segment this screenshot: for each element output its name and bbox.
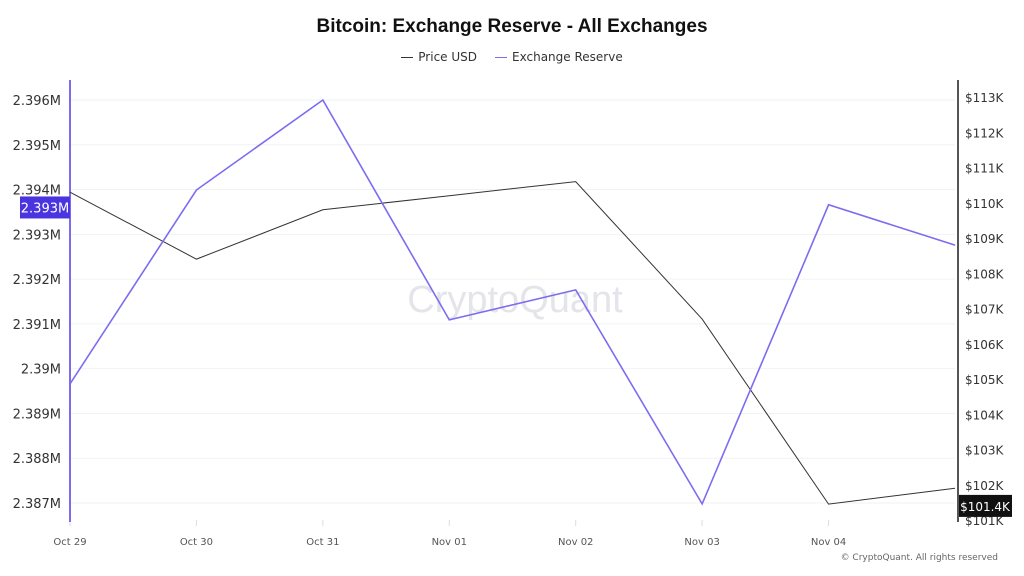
right-tick-label: $111K — [965, 162, 1005, 176]
x-tick-label: Nov 02 — [558, 537, 593, 548]
chart-title: Bitcoin: Exchange Reserve - All Exchange… — [316, 16, 708, 37]
right-tick-label: $107K — [965, 303, 1005, 317]
right-tick-label: $112K — [965, 126, 1005, 140]
left-tick-label: 2.394M — [13, 184, 61, 199]
left-tick-label: 2.392M — [13, 273, 61, 288]
left-tick-label: 2.389M — [13, 407, 61, 422]
watermark: CryptoQuant — [407, 279, 623, 321]
left-tick-label: 2.393M — [13, 228, 61, 243]
credit-text: © CryptoQuant. All rights reserved — [840, 553, 998, 563]
left-current-value-marker — [20, 196, 70, 219]
left-tick-label: 2.396M — [13, 94, 61, 109]
legend-swatch-reserve — [495, 56, 508, 58]
x-tick-label: Oct 29 — [53, 537, 86, 548]
x-tick-label: Nov 04 — [811, 537, 846, 548]
series-line-exchange-reserve — [69, 98, 956, 506]
legend-label-reserve: Exchange Reserve — [512, 50, 623, 64]
right-tick-label: $109K — [965, 232, 1005, 246]
right-tick-label: $103K — [965, 444, 1005, 458]
legend-label-price: Price USD — [418, 50, 478, 64]
left-tick-label: 2.388M — [13, 452, 61, 467]
left-tick-label: 2.395M — [13, 139, 61, 154]
legend-item-reserve[interactable]: Exchange Reserve — [495, 50, 623, 64]
x-tick-label: Oct 31 — [306, 537, 339, 548]
left-tick-label: 2.387M — [13, 497, 61, 512]
right-tick-label: $101K — [965, 514, 1005, 528]
right-tick-label: $106K — [965, 338, 1005, 352]
legend-item-price[interactable]: Price USD — [401, 50, 477, 64]
series-line-price-usd — [69, 181, 956, 505]
left-tick-label: 2.391M — [13, 318, 61, 333]
right-tick-label: $113K — [965, 91, 1005, 105]
left-current-value-label: 2.393M — [21, 201, 69, 216]
right-tick-label: $108K — [965, 267, 1005, 281]
right-tick-label: $102K — [965, 479, 1005, 493]
x-tick-label: Nov 03 — [684, 537, 719, 548]
right-current-value-label: $101.4K — [960, 500, 1011, 514]
right-tick-label: $110K — [965, 197, 1005, 211]
left-tick-label: 2.39M — [21, 363, 61, 378]
right-tick-label: $105K — [965, 373, 1005, 387]
x-tick-label: Oct 30 — [180, 537, 213, 548]
right-current-value-marker — [959, 494, 1012, 517]
legend-swatch-price — [401, 56, 414, 58]
legend: Price USD Exchange Reserve — [0, 50, 1024, 64]
x-tick-label: Nov 01 — [432, 537, 467, 548]
right-tick-label: $104K — [965, 408, 1005, 422]
